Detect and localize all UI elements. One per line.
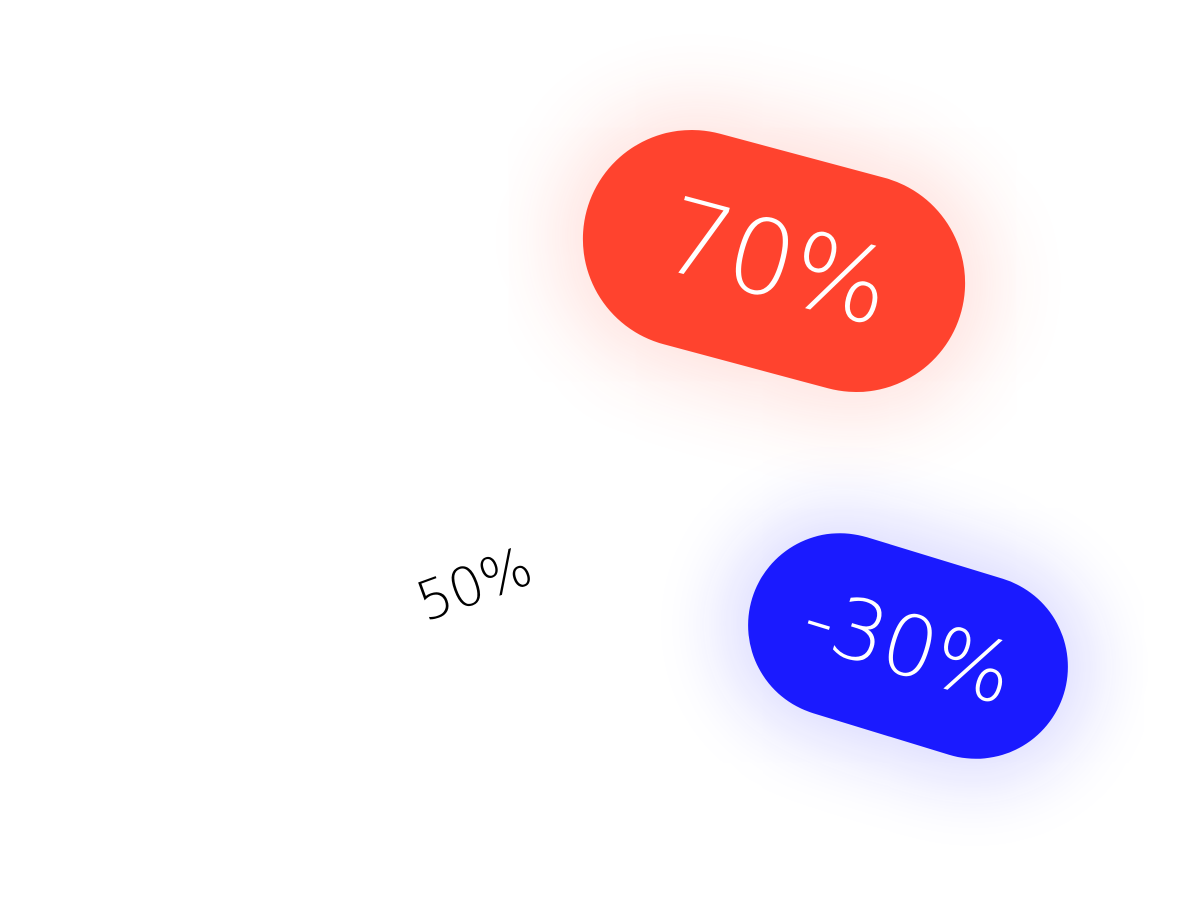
label-text-50: 50% — [408, 534, 540, 635]
discount-badge-70: 70% — [558, 105, 990, 417]
percent-label-50: 50% — [396, 528, 551, 642]
discount-badge-minus-30: -30% — [725, 510, 1091, 782]
badge-label-70: 70% — [650, 173, 903, 351]
badge-label-minus-30: -30% — [791, 567, 1025, 724]
